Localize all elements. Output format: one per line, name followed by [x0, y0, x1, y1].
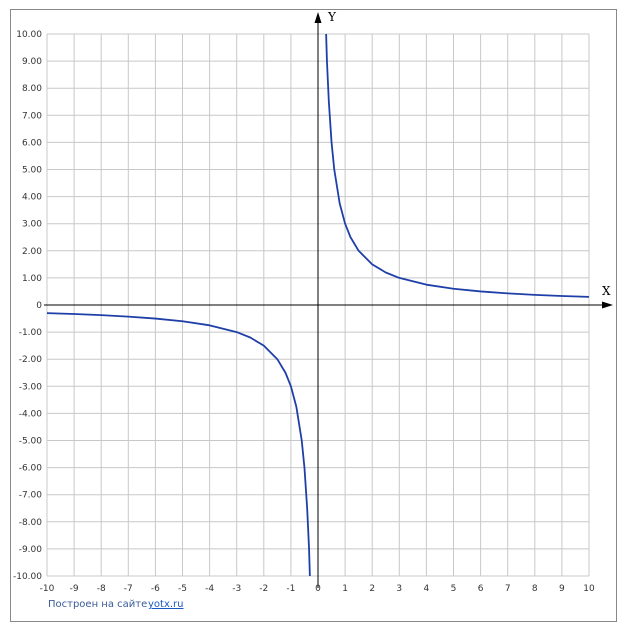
y-tick-label: 9.00 [22, 57, 42, 67]
x-tick-label: 9 [559, 584, 565, 594]
y-tick-label: 1.00 [22, 274, 42, 284]
y-tick-label: 6.00 [22, 138, 42, 148]
x-tick-label: -2 [259, 584, 268, 594]
x-tick-label: 10 [583, 584, 595, 594]
x-tick-label: -5 [178, 584, 187, 594]
x-tick-label: -8 [97, 584, 106, 594]
y-tick-label: -2.00 [19, 355, 43, 365]
x-axis-arrow [602, 301, 613, 309]
x-tick-labels: -10 -9 -8 -7 -6 -5 -4 -3 -2 -1 0 1 2 3 4 5 6 7 8 9 10 [40, 584, 595, 594]
x-tick-label: 2 [369, 584, 375, 594]
y-tick-label: 4.00 [22, 193, 42, 203]
curve-branch-2 [325, 33, 590, 298]
axes: X Y [44, 10, 613, 588]
y-tick-label: 5.00 [22, 166, 42, 176]
y-tick-label: -6.00 [19, 464, 43, 474]
x-tick-label: -3 [232, 584, 241, 594]
y-tick-label: -4.00 [19, 409, 43, 419]
y-tick-label: -1.00 [19, 328, 43, 338]
x-tick-label: -9 [70, 584, 79, 594]
x-tick-label: 4 [424, 584, 430, 594]
x-tick-label: 5 [451, 584, 457, 594]
x-tick-label: -7 [124, 584, 133, 594]
y-axis-label: Y [327, 10, 337, 24]
y-tick-label: 3.00 [22, 220, 42, 230]
y-tick-label: -10.00 [13, 572, 42, 582]
x-axis-label: X [602, 284, 611, 298]
y-tick-label: -8.00 [19, 518, 43, 528]
y-tick-labels: 10.00 9.00 8.00 7.00 6.00 5.00 4.00 3.00 2.00 1.0… [13, 30, 42, 582]
y-tick-label: -9.00 [19, 545, 43, 555]
curve-branch-1 [46, 312, 311, 577]
x-tick-label: -4 [205, 584, 214, 594]
x-tick-label: 8 [532, 584, 538, 594]
y-axis-arrow [314, 12, 322, 23]
y-tick-label: -3.00 [19, 382, 43, 392]
credit-text: Построен на сайте [48, 599, 147, 610]
y-tick-label: 8.00 [22, 84, 42, 94]
y-tick-label: 10.00 [16, 30, 42, 40]
y-tick-label: -7.00 [19, 491, 43, 501]
y-tick-label: 2.00 [22, 247, 42, 257]
x-tick-label: -1 [286, 584, 295, 594]
x-tick-label: 0 [315, 584, 321, 594]
y-tick-label: 0 [36, 301, 42, 311]
x-tick-label: 3 [396, 584, 402, 594]
plot-curves [46, 33, 590, 577]
credit-link[interactable]: yotx.ru [148, 599, 184, 610]
y-tick-label: 7.00 [22, 111, 42, 121]
x-tick-label: 7 [505, 584, 511, 594]
x-tick-label: -6 [151, 584, 160, 594]
x-tick-label: 6 [478, 584, 484, 594]
y-tick-label: -5.00 [19, 437, 43, 447]
x-tick-label: 1 [342, 584, 348, 594]
x-tick-label: -10 [40, 584, 55, 594]
